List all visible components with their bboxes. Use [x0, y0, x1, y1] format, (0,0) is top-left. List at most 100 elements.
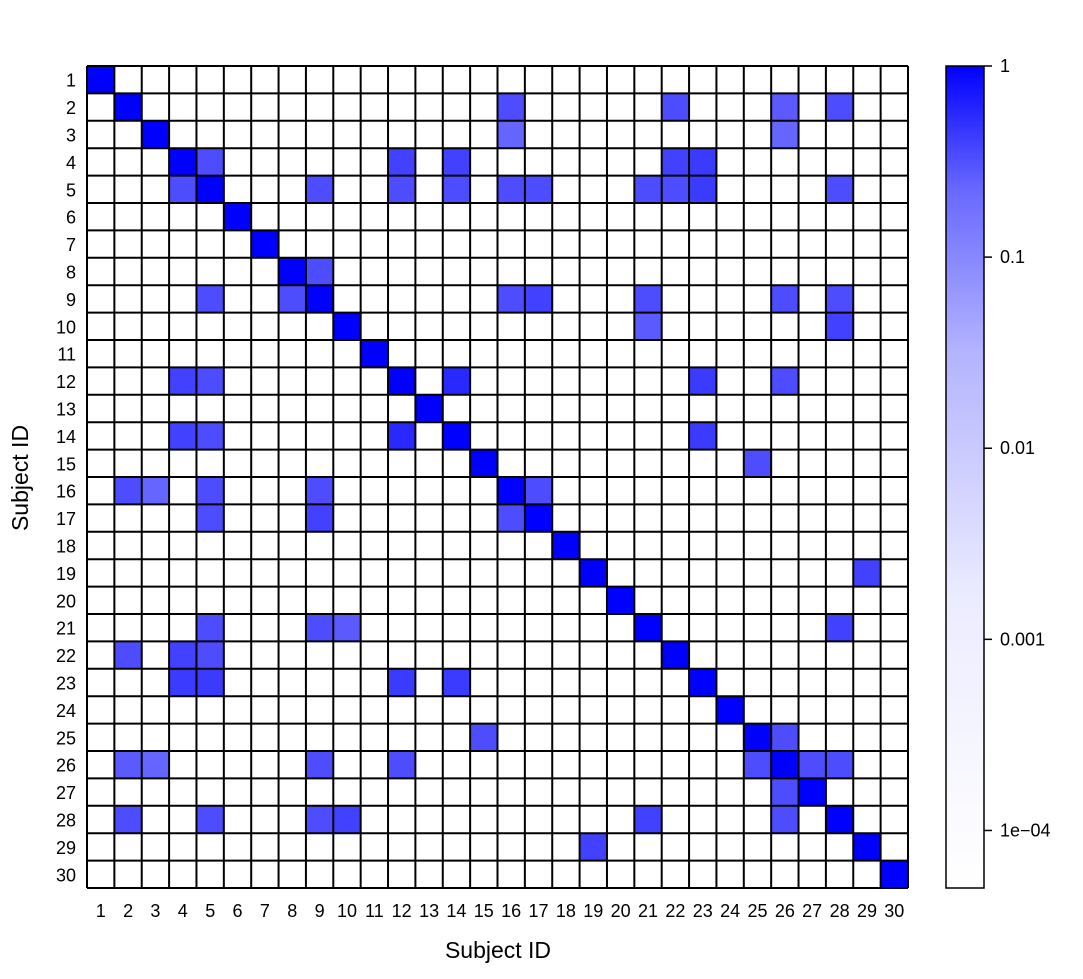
y-axis-ticks: 1234567891011121314151617181920212223242…	[56, 71, 76, 886]
x-tick-label: 27	[802, 901, 822, 921]
heatmap-cell	[114, 93, 142, 121]
heatmap-cell	[333, 614, 361, 642]
y-tick-label: 25	[56, 728, 76, 748]
heatmap-cell	[388, 148, 416, 176]
x-tick-label: 14	[446, 901, 466, 921]
x-axis-title: Subject ID	[445, 937, 551, 963]
heatmap-cell	[661, 148, 690, 176]
heatmap-cell	[442, 367, 471, 395]
heatmap-cell	[305, 504, 334, 532]
x-axis-ticks: 1 2 3 4 5 6 7 8 9 10 11 12 13 14 15 16 17 18 19 20 21 22 23 24 2…	[96, 901, 905, 921]
heatmap-grid	[86, 65, 909, 889]
y-tick-label: 13	[56, 400, 76, 420]
heatmap-cell	[169, 148, 197, 176]
heatmap-cell	[470, 449, 498, 477]
x-tick-label: 17	[528, 901, 548, 921]
y-tick-label: 23	[56, 674, 76, 694]
heatmap-cell	[388, 175, 416, 203]
heatmap-cell	[771, 285, 799, 313]
heatmap-cell	[771, 367, 799, 395]
y-tick-label: 20	[56, 591, 76, 611]
heatmap-cell	[114, 805, 142, 834]
color-scale-tick-label: 1e−04	[1000, 821, 1051, 841]
heatmap-cell	[524, 285, 553, 313]
heatmap-cell	[798, 778, 826, 806]
heatmap-cell	[524, 175, 553, 203]
heatmap-cells	[87, 66, 908, 888]
x-tick-label: 18	[556, 901, 576, 921]
heatmap-cell	[388, 367, 416, 395]
x-tick-label: 8	[287, 901, 297, 921]
x-tick-label: 7	[260, 901, 270, 921]
x-tick-label: 12	[392, 901, 412, 921]
heatmap-cell	[771, 751, 799, 779]
y-tick-label: 1	[66, 71, 76, 91]
heatmap-cell	[771, 778, 799, 806]
color-scale-tick-label: 0.001	[1000, 629, 1045, 649]
heatmap-cell	[114, 477, 142, 505]
heatmap-cell	[196, 422, 224, 450]
heatmap-cell	[743, 723, 772, 751]
heatmap-cell	[196, 805, 224, 834]
y-tick-label: 6	[66, 208, 76, 228]
x-tick-label: 2	[123, 901, 133, 921]
y-tick-label: 3	[66, 126, 76, 146]
heatmap-cell	[497, 285, 525, 313]
y-tick-label: 27	[56, 783, 76, 803]
y-tick-label: 9	[66, 290, 76, 310]
heatmap-cell	[223, 203, 252, 231]
heatmap-cell	[360, 340, 389, 368]
y-tick-label: 12	[56, 372, 76, 392]
heatmap-cell	[470, 723, 498, 751]
x-tick-label: 16	[501, 901, 521, 921]
x-tick-label: 15	[474, 901, 494, 921]
heatmap-cell	[771, 723, 799, 751]
heatmap-cell	[853, 833, 881, 861]
heatmap-cell	[305, 751, 334, 779]
color-scale-ticks: 1 0.1 0.01 0.001 1e−04	[984, 56, 1051, 841]
y-tick-label: 24	[56, 701, 76, 721]
heatmap-cell	[169, 422, 197, 450]
heatmap-cell	[442, 422, 471, 450]
heatmap-cell	[141, 120, 170, 149]
heatmap-cell	[743, 449, 772, 477]
y-tick-label: 28	[56, 811, 76, 831]
heatmap-cell	[196, 367, 224, 395]
heatmap-cell	[388, 422, 416, 450]
x-tick-label: 29	[857, 901, 877, 921]
heatmap-cell	[689, 148, 717, 176]
heatmap-cell	[825, 805, 854, 834]
heatmap-cell	[634, 614, 662, 642]
heatmap-cell	[634, 312, 662, 340]
heatmap-cell	[634, 175, 662, 203]
x-tick-label: 4	[178, 901, 188, 921]
y-tick-label: 11	[57, 345, 76, 365]
color-scale-bar	[945, 65, 985, 889]
x-tick-label: 9	[315, 901, 325, 921]
heatmap-cell	[442, 175, 471, 203]
heatmap-cell	[196, 477, 224, 505]
heatmap-cell	[853, 559, 881, 587]
heatmap-cell	[169, 668, 197, 697]
color-scale-tick-label: 0.01	[1000, 438, 1035, 458]
heatmap-cell	[305, 175, 334, 203]
y-tick-label: 10	[56, 317, 76, 337]
x-tick-label: 21	[638, 901, 658, 921]
heatmap-cell	[689, 175, 717, 203]
heatmap-cell	[305, 805, 334, 834]
heatmap-cell	[606, 586, 635, 614]
x-tick-label: 26	[775, 901, 795, 921]
x-tick-label: 1	[96, 901, 106, 921]
heatmap-cell	[442, 148, 471, 176]
heatmap-cell	[169, 641, 197, 669]
heatmap-cell	[333, 805, 361, 834]
heatmap-cell	[771, 93, 799, 121]
heatmap-cell	[278, 257, 306, 286]
heatmap-cell	[196, 641, 224, 669]
heatmap-cell	[196, 175, 224, 203]
y-axis-title: Subject ID	[7, 425, 33, 531]
heatmap-cell	[497, 93, 525, 121]
x-tick-label: 24	[720, 901, 740, 921]
heatmap-cell	[579, 559, 607, 587]
